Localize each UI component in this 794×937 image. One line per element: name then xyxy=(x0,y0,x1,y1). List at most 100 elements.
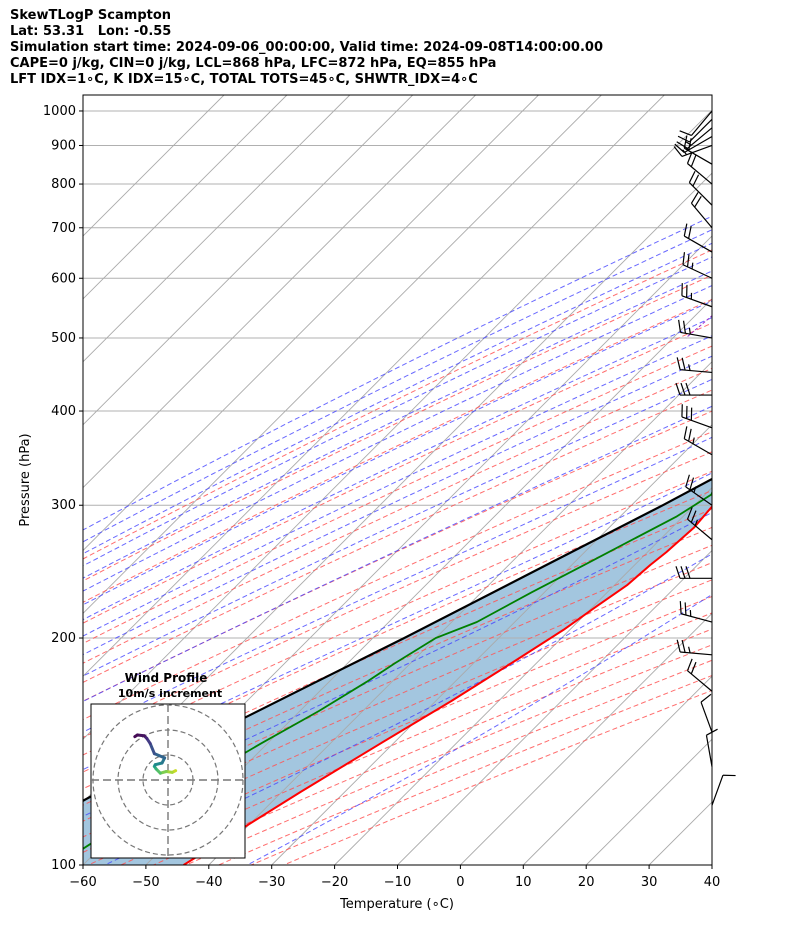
y-tick-label: 600 xyxy=(51,271,76,286)
isotherm-line xyxy=(775,95,794,865)
isotherm-line xyxy=(397,549,712,865)
wind-barb-flag xyxy=(690,661,697,675)
wind-barb-flag xyxy=(686,507,693,520)
wind-barb-staff xyxy=(687,163,713,185)
wind-barb-staff xyxy=(680,651,713,656)
isotherm-line xyxy=(711,864,712,865)
wind-barb-flag xyxy=(685,566,691,579)
wind-barb-half-flag xyxy=(682,149,688,156)
moist-adiabat-line xyxy=(83,405,712,703)
wind-barb xyxy=(679,110,713,137)
x-tick-label: 0 xyxy=(456,875,464,890)
wind-barb-flag xyxy=(679,601,682,614)
x-tick-label: −60 xyxy=(69,875,96,890)
hodograph-segment xyxy=(152,752,167,760)
isotherm-line xyxy=(585,738,712,865)
wind-barb-staff xyxy=(688,118,713,143)
y-tick-label: 700 xyxy=(51,221,76,236)
wind-barb-staff xyxy=(680,369,713,374)
wind-barb-half-flag xyxy=(692,437,695,444)
chart-header: SkewTLogP Scampton Lat: 53.31 Lon: -0.55… xyxy=(10,8,603,88)
wind-barb xyxy=(683,426,713,456)
wind-barb xyxy=(677,118,713,143)
wind-barb-flag xyxy=(688,226,692,239)
wind-barb xyxy=(683,223,713,253)
wind-barb-flag xyxy=(686,254,690,267)
isotherm-line xyxy=(271,424,712,865)
wind-barb xyxy=(688,170,713,206)
moist-adiabat-line xyxy=(83,378,712,677)
hodograph-inset: Wind Profile 10m/s increment xyxy=(90,671,246,859)
moist-adiabat-line xyxy=(83,472,712,771)
wind-barb-flag xyxy=(692,174,700,187)
isotherm-line xyxy=(83,95,602,615)
y-tick-label: 400 xyxy=(51,404,76,419)
moist-adiabat-line xyxy=(83,285,712,592)
location-line: Lat: 53.31 Lon: -0.55 xyxy=(10,24,172,39)
wind-barb xyxy=(678,319,713,339)
moist-adiabat-line xyxy=(83,436,712,733)
isotherm-line xyxy=(83,95,225,237)
wind-barb-staff xyxy=(705,735,713,767)
hodograph-title: Wind Profile xyxy=(125,671,208,685)
y-tick-label: 300 xyxy=(51,498,76,513)
isotherm-line xyxy=(83,95,476,489)
wind-barb-staff xyxy=(681,295,713,308)
station-title: SkewTLogP Scampton xyxy=(10,8,172,23)
wind-barb-flag xyxy=(677,135,690,143)
wind-barb-staff xyxy=(685,486,713,506)
y-tick-label: 800 xyxy=(51,177,76,192)
x-tick-label: 20 xyxy=(578,875,595,890)
dry-adiabat-line xyxy=(83,249,712,560)
wind-barb-flag xyxy=(688,170,696,183)
wind-barb-flag xyxy=(688,138,692,151)
wind-barb-flag xyxy=(684,602,687,616)
wind-barb xyxy=(686,151,713,185)
x-tick-label: 30 xyxy=(641,875,658,890)
wind-barb xyxy=(711,774,736,806)
wind-barb-flag xyxy=(675,382,681,396)
x-tick-label: −10 xyxy=(384,875,411,890)
wind-barb-staff xyxy=(683,438,713,456)
wind-barb-staff xyxy=(683,147,713,165)
wind-barb xyxy=(676,357,713,374)
wind-barb-half-flag xyxy=(688,364,691,371)
wind-barb-staff xyxy=(681,144,713,157)
wind-barb-flag xyxy=(674,143,685,153)
wind-barb-flag xyxy=(700,693,712,703)
wind-barb-flag xyxy=(683,426,688,439)
wind-barb-staff xyxy=(700,701,713,733)
wind-barb-flag xyxy=(678,319,682,333)
wind-barb-flag xyxy=(683,135,688,149)
wind-barb-half-flag xyxy=(688,646,691,654)
x-tick-label: −50 xyxy=(132,875,159,890)
wind-barb-flag xyxy=(685,474,690,488)
wind-barb-flag xyxy=(673,146,683,157)
wind-barb-staff xyxy=(690,110,713,136)
wind-barb xyxy=(676,639,713,656)
moist-adiabat-line xyxy=(83,316,712,621)
wind-barb-flag xyxy=(680,566,686,579)
wind-barb-flag xyxy=(706,728,718,736)
y-tick-label: 100 xyxy=(51,858,76,873)
wind-barb-staff xyxy=(680,613,713,623)
wind-barb-flag xyxy=(694,196,702,208)
moist-adiabat-line xyxy=(83,229,712,543)
dry-adiabat-line xyxy=(83,431,712,721)
wind-barb-flag xyxy=(685,382,691,396)
wind-barb xyxy=(705,728,718,767)
wind-barb-staff xyxy=(711,775,724,806)
wind-barb-half-flag xyxy=(691,262,694,270)
isotherm-line xyxy=(83,95,414,426)
isotherm-line xyxy=(83,95,288,300)
dry-adiabat-line xyxy=(83,451,712,738)
isotherm-line xyxy=(522,675,712,865)
wind-barb-staff xyxy=(680,331,713,339)
y-tick-label: 900 xyxy=(51,138,76,153)
wind-barb xyxy=(685,474,713,506)
y-tick-label: 500 xyxy=(51,331,76,346)
wind-barb xyxy=(690,192,713,229)
wind-barb xyxy=(673,144,713,157)
wind-barb-flag xyxy=(679,130,692,137)
